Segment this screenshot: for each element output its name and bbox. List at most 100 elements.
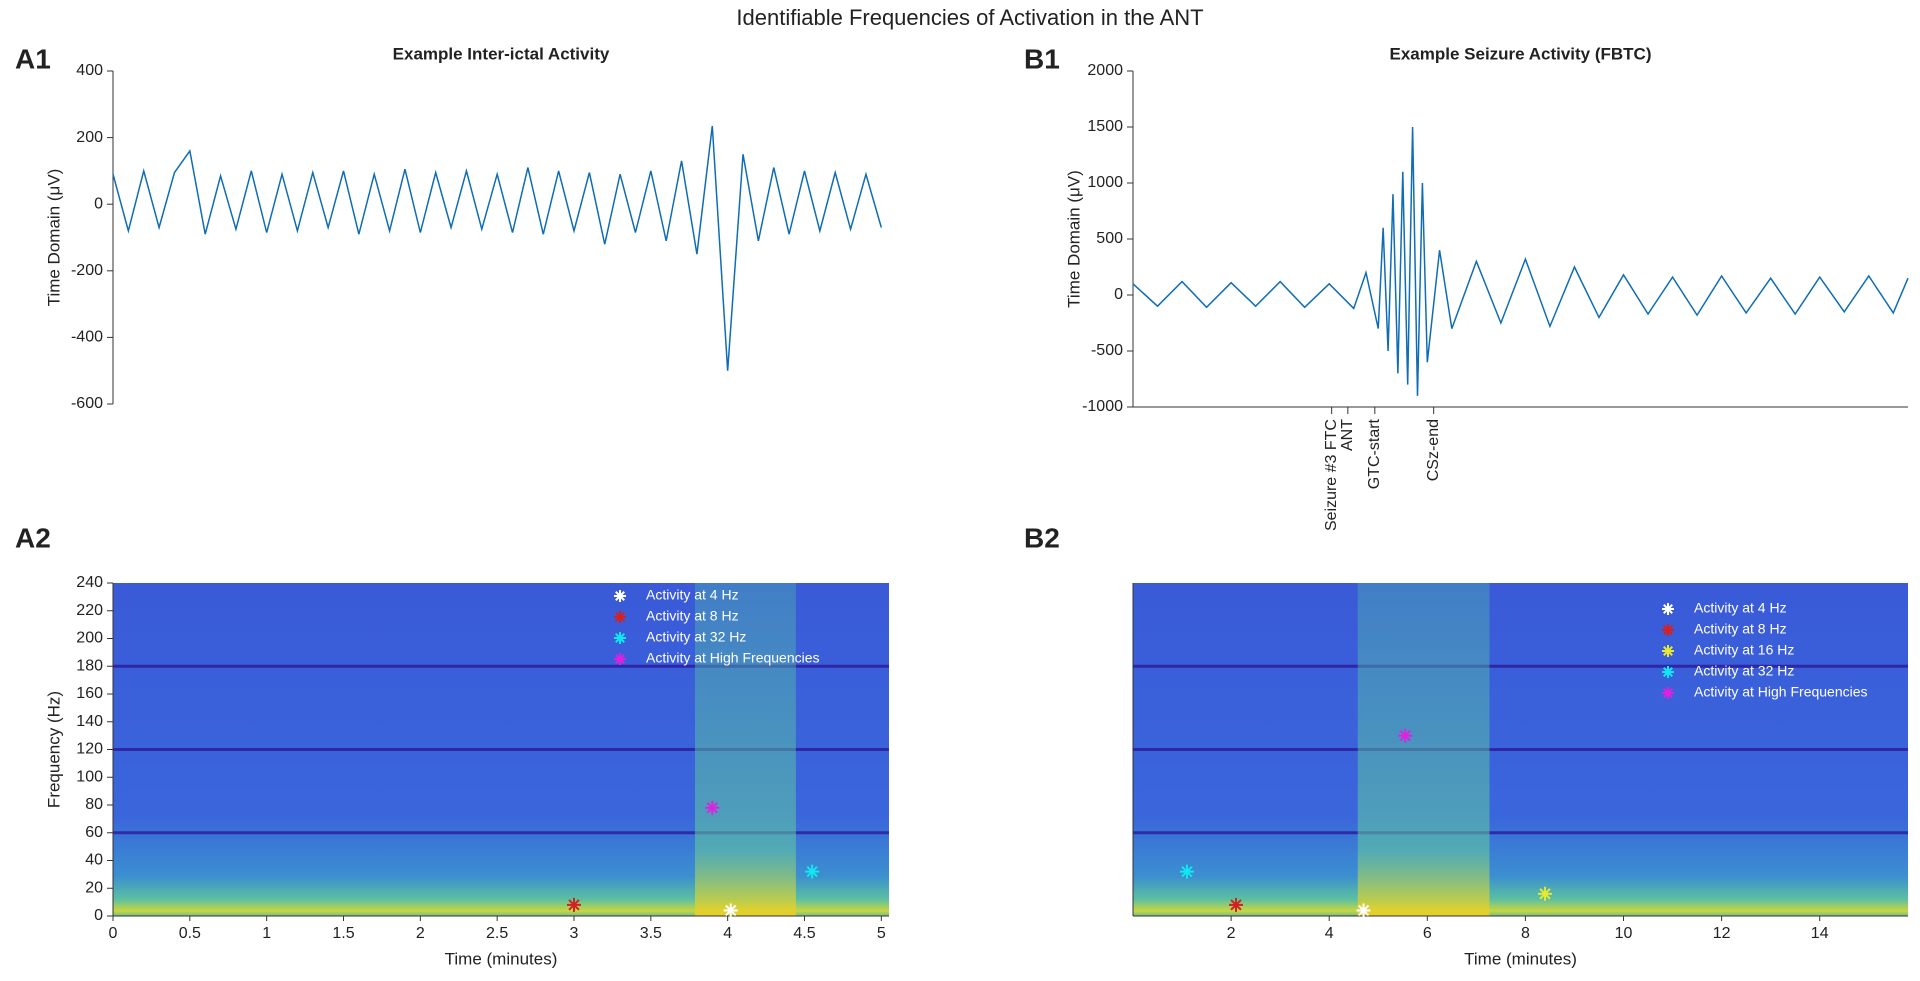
marker-stroke (1663, 625, 1673, 635)
y-tick-label: 140 (76, 713, 103, 730)
activity-marker (1538, 886, 1553, 901)
y-tick-label: 180 (76, 657, 103, 674)
y-tick-label: 40 (85, 852, 103, 869)
y-tick-label: 400 (76, 62, 103, 79)
marker-stroke (615, 633, 625, 643)
activity-marker (1356, 903, 1371, 918)
y-axis-label: Time Domain (μV) (44, 169, 63, 307)
x-tick-label: 6 (1423, 925, 1432, 942)
activity-marker (705, 800, 720, 815)
y-tick-label: 120 (76, 741, 103, 758)
activity-marker (1229, 897, 1244, 912)
legend-marker (614, 632, 626, 644)
legend-label: Activity at 4 Hz (646, 587, 739, 603)
panel-label: A1 (15, 43, 51, 74)
marker-stroke (1663, 667, 1673, 677)
annotation-label: Seizure #3 FTC (1323, 419, 1340, 531)
x-tick-label: 3 (570, 925, 579, 942)
x-tick-label: 14 (1811, 925, 1829, 942)
marker-stroke (725, 904, 737, 917)
x-tick-label: 4.5 (793, 925, 815, 942)
x-tick-label: 0 (109, 925, 118, 942)
legend-marker (614, 653, 626, 665)
marker-stroke (1539, 888, 1551, 900)
y-tick-label: -400 (71, 329, 103, 346)
y-tick-label: 160 (76, 685, 103, 702)
legend-marker (1662, 645, 1674, 657)
chart-title: Example Inter-ictal Activity (393, 44, 610, 63)
y-tick-label: 200 (76, 129, 103, 146)
x-tick-label: 1.5 (332, 925, 354, 942)
marker-stroke (1399, 729, 1411, 742)
panel-label: B2 (1024, 522, 1060, 553)
marker-stroke (1230, 899, 1242, 911)
x-tick-label: 5 (877, 925, 886, 942)
x-tick-label: 1 (262, 925, 271, 942)
signal-trace (112, 125, 883, 371)
x-tick-label: 8 (1521, 925, 1530, 942)
y-axis-label: Frequency (Hz) (44, 691, 63, 808)
x-axis-label: Time (minutes) (1464, 949, 1577, 968)
legend-label: Activity at 16 Hz (1694, 642, 1794, 658)
legend-label: Activity at 8 Hz (1694, 621, 1787, 637)
marker-stroke (1663, 646, 1673, 656)
legend-label: Activity at High Frequencies (1694, 684, 1868, 700)
x-tick-label: 2.5 (486, 925, 508, 942)
legend-marker (1662, 666, 1674, 678)
activity-marker (1179, 864, 1194, 879)
y-tick-label: 20 (85, 879, 103, 896)
x-tick-label: 3.5 (640, 925, 662, 942)
legend-label: Activity at 32 Hz (646, 629, 746, 645)
y-tick-label: 0 (94, 195, 103, 212)
activity-marker (1398, 728, 1413, 743)
legend-marker (1662, 603, 1674, 615)
legend-marker (614, 611, 626, 623)
x-tick-label: 10 (1615, 925, 1633, 942)
marker-stroke (1663, 604, 1673, 614)
marker-stroke (1663, 688, 1673, 698)
marker-stroke (615, 612, 625, 622)
x-tick-label: 2 (1227, 925, 1236, 942)
y-tick-label: 200 (76, 630, 103, 647)
chart-title: Example Seizure Activity (FBTC) (1390, 44, 1652, 63)
activation-band (1357, 583, 1490, 916)
legend-label: Activity at High Frequencies (646, 650, 820, 666)
marker-stroke (806, 865, 818, 878)
activity-marker (566, 897, 581, 912)
signal-trace (1132, 126, 1909, 396)
marker-stroke (568, 899, 580, 911)
legend-marker (614, 590, 626, 602)
marker-stroke (1181, 865, 1193, 878)
panel-label: B1 (1024, 43, 1060, 74)
y-tick-label: 100 (76, 768, 103, 785)
y-tick-label: -600 (71, 395, 103, 412)
marker-stroke (1357, 904, 1370, 917)
y-tick-label: 0 (1114, 286, 1123, 303)
y-tick-label: -1000 (1082, 398, 1123, 415)
figure-title: Identifiable Frequencies of Activation i… (736, 5, 1203, 30)
y-tick-label: -200 (71, 262, 103, 279)
panel-label: A2 (15, 522, 51, 553)
marker-stroke (706, 802, 718, 814)
legend-label: Activity at 32 Hz (1694, 663, 1794, 679)
marker-stroke (615, 654, 625, 664)
y-tick-label: 220 (76, 602, 103, 619)
x-tick-label: 0.5 (179, 925, 201, 942)
x-tick-label: 12 (1713, 925, 1731, 942)
annotation-label: ANT (1339, 419, 1356, 451)
y-tick-label: 80 (85, 796, 103, 813)
y-tick-label: 240 (76, 574, 103, 591)
y-tick-label: 1500 (1087, 118, 1123, 135)
x-tick-label: 4 (1325, 925, 1334, 942)
y-tick-label: 60 (85, 824, 103, 841)
x-tick-label: 2 (416, 925, 425, 942)
activity-marker (805, 864, 820, 879)
y-tick-label: 500 (1096, 230, 1123, 247)
y-axis-label: Time Domain (μV) (1064, 170, 1083, 308)
marker-stroke (615, 591, 625, 601)
legend-label: Activity at 8 Hz (646, 608, 739, 624)
x-axis-label: Time (minutes) (445, 949, 558, 968)
annotation-label: CSz-end (1425, 419, 1442, 481)
activation-band (695, 583, 796, 916)
annotation-label: GTC-start (1366, 418, 1383, 489)
